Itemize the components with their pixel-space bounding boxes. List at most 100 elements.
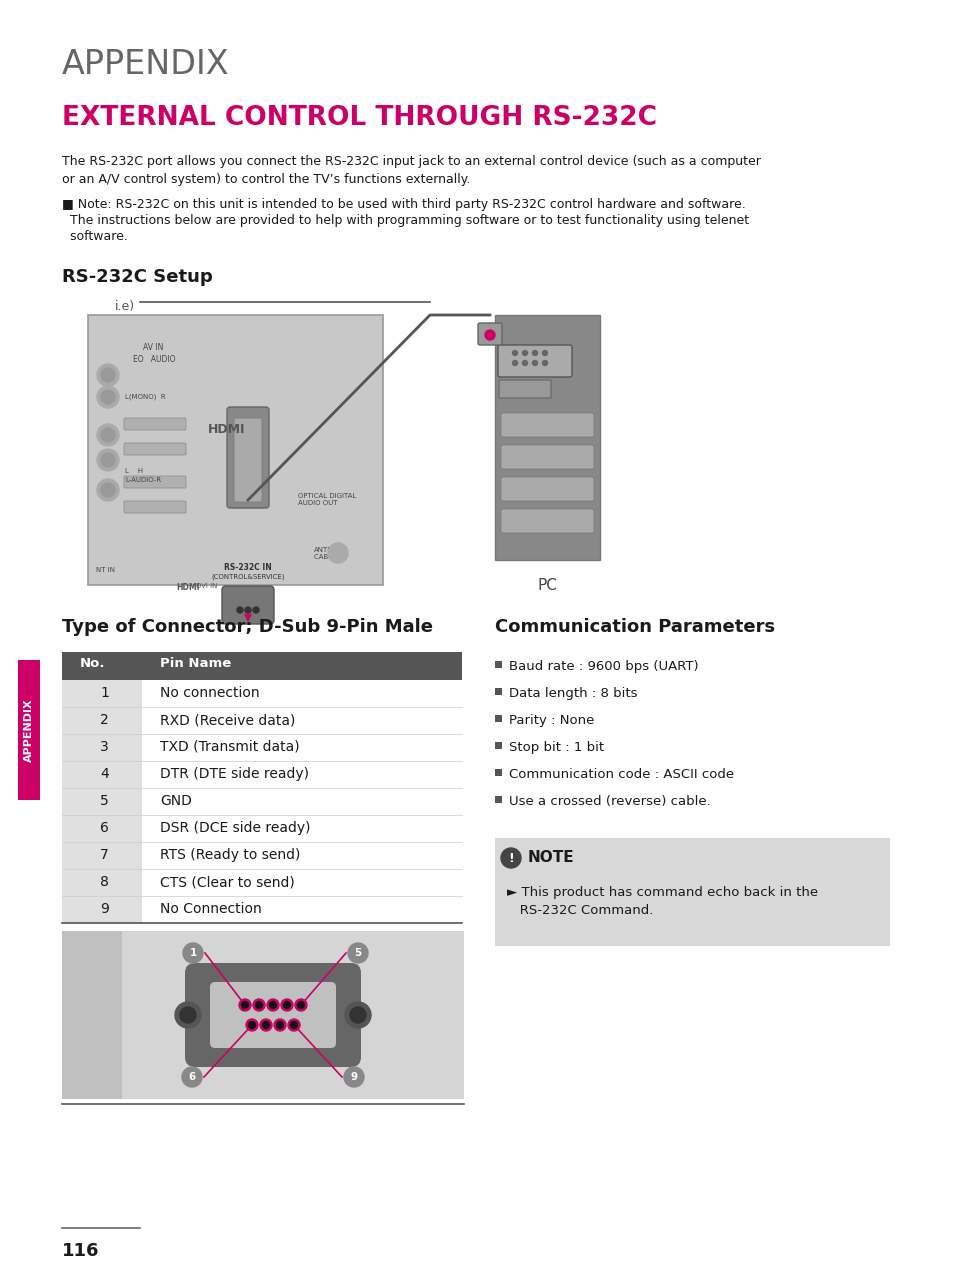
Circle shape	[542, 351, 547, 355]
Bar	[142, 815, 461, 842]
Circle shape	[328, 543, 348, 563]
Bar	[62, 761, 142, 787]
Circle shape	[97, 480, 119, 501]
FancyBboxPatch shape	[495, 315, 599, 560]
Text: 116: 116	[62, 1241, 99, 1261]
Text: PC: PC	[537, 577, 557, 593]
Text: TXD (Transmit data): TXD (Transmit data)	[160, 740, 299, 754]
FancyBboxPatch shape	[500, 477, 594, 501]
Bar	[142, 761, 461, 787]
Circle shape	[522, 351, 527, 355]
Circle shape	[241, 1001, 248, 1009]
Circle shape	[182, 1067, 202, 1088]
Text: 4: 4	[100, 767, 109, 781]
Circle shape	[512, 351, 517, 355]
Circle shape	[283, 1001, 291, 1009]
Circle shape	[253, 999, 265, 1011]
Text: NOTE: NOTE	[527, 850, 574, 865]
Bar	[142, 869, 461, 895]
Circle shape	[101, 391, 115, 404]
Text: 6: 6	[100, 820, 109, 834]
Text: 1: 1	[100, 686, 109, 700]
Text: DSR (DCE side ready): DSR (DCE side ready)	[160, 820, 310, 834]
Text: ■ Note: RS-232C on this unit is intended to be used with third party RS-232C con: ■ Note: RS-232C on this unit is intended…	[62, 198, 745, 211]
Text: ► This product has command echo back in the: ► This product has command echo back in …	[506, 887, 818, 899]
Text: APPENDIX: APPENDIX	[62, 48, 230, 81]
Circle shape	[97, 364, 119, 385]
Text: 8: 8	[100, 875, 109, 889]
FancyBboxPatch shape	[185, 963, 360, 1067]
Text: 3: 3	[100, 740, 109, 754]
Text: L    H: L H	[125, 468, 143, 474]
Circle shape	[350, 1007, 366, 1023]
Text: DTR (DTE side ready): DTR (DTE side ready)	[160, 767, 309, 781]
Text: Communication code : ASCII code: Communication code : ASCII code	[509, 768, 734, 781]
Text: No Connection: No Connection	[160, 902, 261, 916]
Text: !: !	[508, 851, 514, 865]
Text: Data length : 8 bits: Data length : 8 bits	[509, 687, 637, 700]
Bar	[18, 660, 40, 800]
Circle shape	[294, 999, 307, 1011]
Text: 9: 9	[350, 1072, 357, 1082]
FancyBboxPatch shape	[222, 586, 274, 625]
FancyBboxPatch shape	[500, 445, 594, 469]
Circle shape	[101, 453, 115, 467]
Text: L(MONO)  R: L(MONO) R	[125, 393, 166, 399]
Text: Use a crossed (reverse) cable.: Use a crossed (reverse) cable.	[509, 795, 710, 808]
Text: L-AUDIO-R: L-AUDIO-R	[125, 477, 161, 483]
Text: EXTERNAL CONTROL THROUGH RS-232C: EXTERNAL CONTROL THROUGH RS-232C	[62, 106, 657, 131]
FancyBboxPatch shape	[233, 418, 262, 502]
Text: GND: GND	[160, 794, 192, 808]
Text: The RS-232C port allows you connect the RS-232C input jack to an external contro: The RS-232C port allows you connect the …	[62, 155, 760, 187]
FancyBboxPatch shape	[227, 407, 269, 508]
Bar	[495, 742, 501, 749]
Text: Baud rate : 9600 bps (UART): Baud rate : 9600 bps (UART)	[509, 660, 698, 673]
Text: Type of Connector; D-Sub 9-Pin Male: Type of Connector; D-Sub 9-Pin Male	[62, 618, 433, 636]
Text: Parity : None: Parity : None	[509, 714, 594, 728]
Circle shape	[276, 1021, 283, 1029]
Bar	[495, 770, 501, 776]
Bar	[495, 715, 501, 722]
Text: i.e): i.e)	[115, 300, 135, 313]
Text: Stop bit : 1 bit: Stop bit : 1 bit	[509, 742, 603, 754]
Circle shape	[183, 943, 203, 963]
Bar	[62, 842, 142, 869]
FancyBboxPatch shape	[497, 345, 572, 377]
Circle shape	[532, 351, 537, 355]
Text: RS-232C Setup: RS-232C Setup	[62, 268, 213, 286]
FancyBboxPatch shape	[477, 323, 501, 345]
Circle shape	[288, 1019, 299, 1032]
Circle shape	[260, 1019, 272, 1032]
Circle shape	[345, 1002, 371, 1028]
Circle shape	[246, 1019, 257, 1032]
Text: HDMI: HDMI	[175, 583, 199, 591]
FancyBboxPatch shape	[124, 418, 186, 430]
Circle shape	[245, 607, 251, 613]
Circle shape	[101, 368, 115, 382]
FancyBboxPatch shape	[500, 509, 594, 533]
Bar	[142, 681, 461, 707]
Bar	[62, 931, 463, 1099]
Circle shape	[253, 607, 258, 613]
Circle shape	[97, 449, 119, 471]
Bar	[62, 895, 142, 923]
Text: ANTENNA
CABLE IN: ANTENNA CABLE IN	[314, 547, 348, 560]
Text: Communication Parameters: Communication Parameters	[495, 618, 774, 636]
FancyBboxPatch shape	[210, 982, 335, 1048]
Text: 5: 5	[100, 794, 109, 808]
Bar	[142, 895, 461, 923]
FancyBboxPatch shape	[498, 380, 551, 398]
Text: NT IN: NT IN	[96, 567, 115, 572]
Bar	[62, 681, 142, 707]
Circle shape	[522, 360, 527, 365]
Text: 1: 1	[190, 948, 196, 958]
Text: 5: 5	[354, 948, 361, 958]
Text: (CONTROL&SERVICE): (CONTROL&SERVICE)	[211, 572, 285, 580]
Circle shape	[348, 943, 368, 963]
Text: APPENDIX: APPENDIX	[24, 698, 34, 762]
Text: RTS (Ready to send): RTS (Ready to send)	[160, 848, 300, 862]
Text: 6: 6	[188, 1072, 195, 1082]
Circle shape	[344, 1067, 364, 1088]
Circle shape	[512, 360, 517, 365]
Bar	[62, 653, 461, 681]
